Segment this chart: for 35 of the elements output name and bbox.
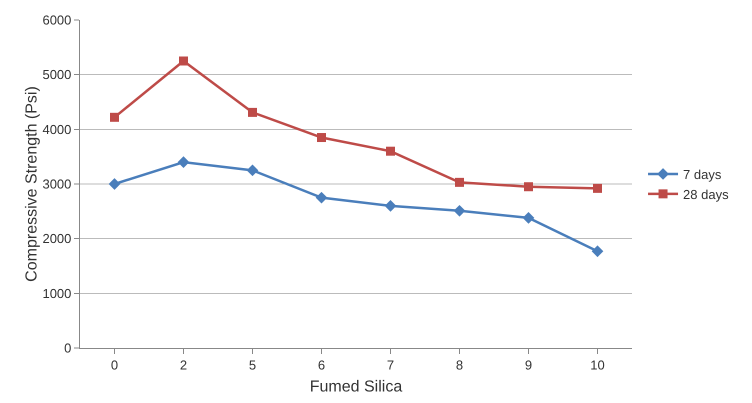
- point: [317, 133, 326, 142]
- y-tick-label: 2000: [42, 231, 72, 246]
- x-tick-label: 8: [456, 358, 464, 373]
- legend-label: 7 days: [683, 167, 722, 182]
- point: [593, 184, 602, 193]
- point: [524, 182, 533, 192]
- point: [454, 204, 466, 217]
- x-tick-label: 5: [248, 358, 256, 373]
- point: [110, 112, 119, 122]
- point: [384, 200, 396, 212]
- y-tick-label: 4000: [42, 122, 72, 137]
- x-tick-label: 10: [590, 358, 605, 373]
- x-tick-label: 7: [386, 358, 394, 373]
- y-tick-label: 6000: [42, 12, 72, 28]
- y-axis-title: Compressive Strength (Psi): [23, 86, 40, 282]
- y-tick-label: 1000: [42, 286, 72, 301]
- y-tick-label: 0: [64, 340, 72, 356]
- y-tick-label: 3000: [42, 176, 72, 192]
- x-tick-label: 9: [524, 358, 532, 373]
- x-axis-title: Fumed Silica: [310, 378, 402, 396]
- point: [386, 146, 395, 156]
- legend-label: 28 days: [683, 186, 730, 202]
- point: [248, 108, 257, 117]
- x-tick-label: 2: [180, 358, 188, 373]
- point: [592, 245, 604, 258]
- point: [179, 56, 188, 66]
- point: [246, 164, 258, 176]
- x-tick-label: 6: [318, 358, 326, 373]
- point: [455, 178, 464, 187]
- point: [522, 212, 534, 224]
- point: [108, 178, 120, 190]
- y-tick-label: 5000: [42, 67, 72, 82]
- x-tick-label: 0: [110, 358, 118, 373]
- point: [178, 156, 190, 168]
- point: [316, 192, 328, 204]
